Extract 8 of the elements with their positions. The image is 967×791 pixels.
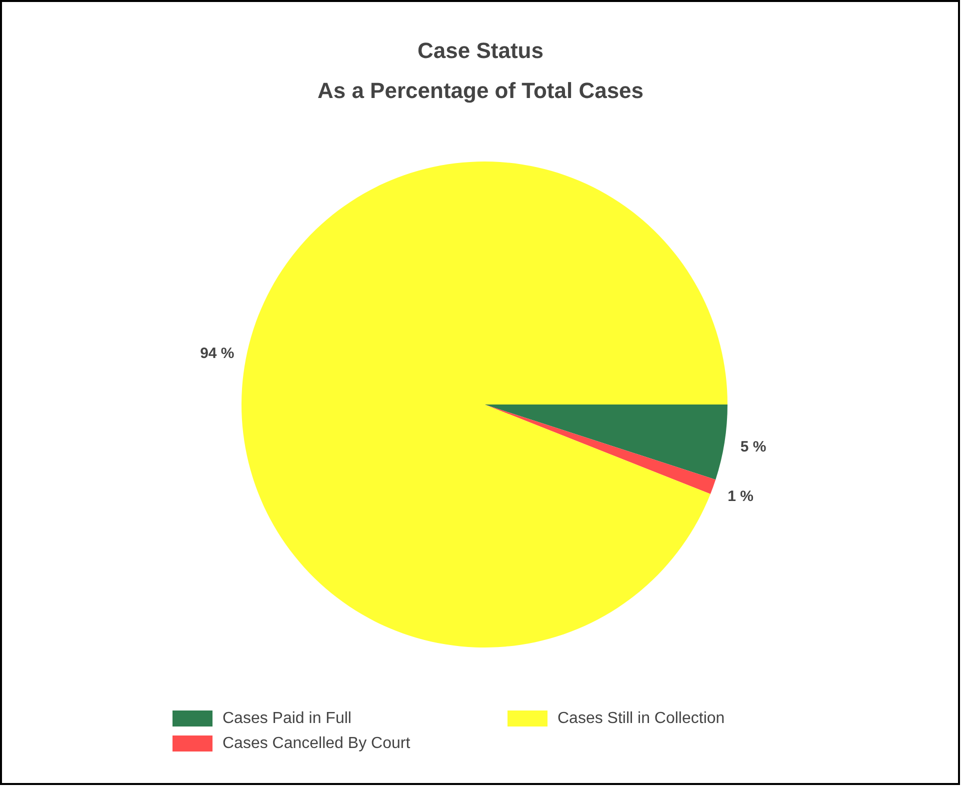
chart-subtitle: As a Percentage of Total Cases bbox=[317, 78, 644, 103]
data-label: 5 % bbox=[740, 438, 766, 456]
data-label: 94 % bbox=[200, 345, 234, 362]
legend-label: Cases Paid in Full bbox=[222, 710, 352, 727]
chart-title: Case Status bbox=[418, 38, 544, 63]
legend-label: Cases Still in Collection bbox=[558, 710, 725, 727]
legend-label: Cases Cancelled By Court bbox=[222, 735, 411, 752]
data-label: 1 % bbox=[728, 488, 754, 506]
